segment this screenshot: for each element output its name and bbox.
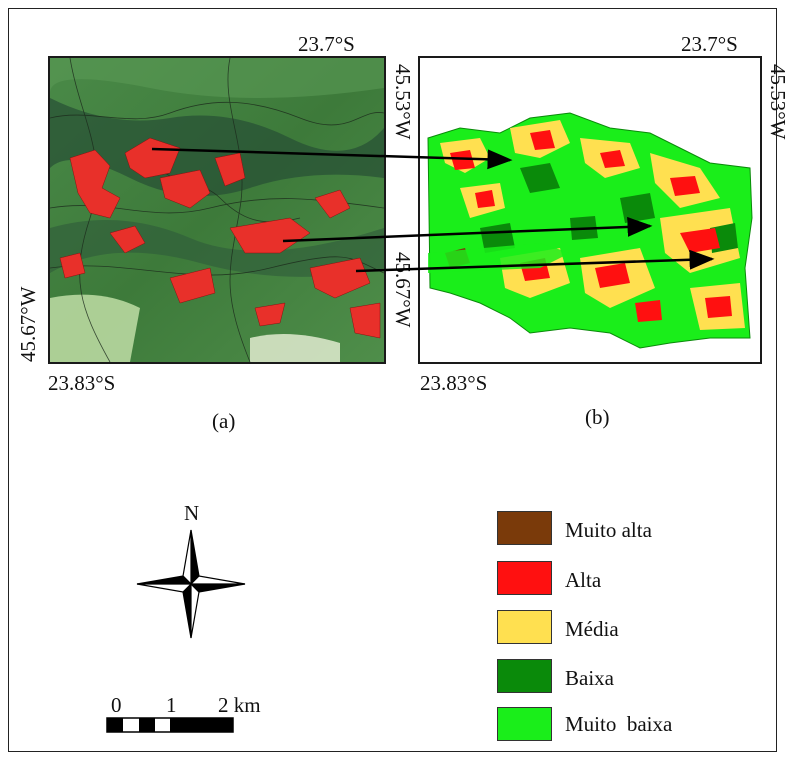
caption-b: (b) <box>585 405 610 429</box>
scale-bar <box>106 717 234 733</box>
arrow-1 <box>151 147 513 170</box>
legend-label-alta: Alta <box>565 568 602 592</box>
legend-swatch-muito-alta <box>497 511 552 545</box>
legend-swatch-muito-baixa <box>497 707 552 741</box>
scale-tick-2: 2 km <box>218 693 261 717</box>
figure-frame <box>8 8 777 752</box>
susceptibility-map-panel <box>418 56 762 364</box>
satellite-image <box>50 58 384 362</box>
legend-label-muito-baixa: Muito baixa <box>565 712 673 736</box>
susceptibility-highlights <box>59 137 381 339</box>
legend-label-media: Média <box>565 617 619 641</box>
north-arrow-icon <box>136 529 246 639</box>
caption-a: (a) <box>212 409 236 433</box>
panel-a-lat-bottom: 23.83°S <box>48 371 116 395</box>
panel-a-lat-top: 23.7°S <box>298 32 355 56</box>
legend-label-muito-alta: Muito alta <box>565 518 652 542</box>
susceptibility-map <box>427 112 753 349</box>
arrow-2 <box>282 216 653 243</box>
linking-arrows <box>151 147 715 273</box>
legend-label-baixa: Baixa <box>565 666 614 690</box>
scale-tick-0: 0 <box>111 693 122 717</box>
arrow-3 <box>355 249 715 273</box>
legend-swatch-alta <box>497 561 552 595</box>
panel-b-lat-bottom: 23.83°S <box>420 371 488 395</box>
legend-swatch-baixa <box>497 659 552 693</box>
panel-b-lat-top: 23.7°S <box>681 32 738 56</box>
satellite-image-panel <box>48 56 386 364</box>
north-label: N <box>184 501 200 525</box>
scale-tick-1: 1 <box>166 693 177 717</box>
legend-swatch-media <box>497 610 552 644</box>
